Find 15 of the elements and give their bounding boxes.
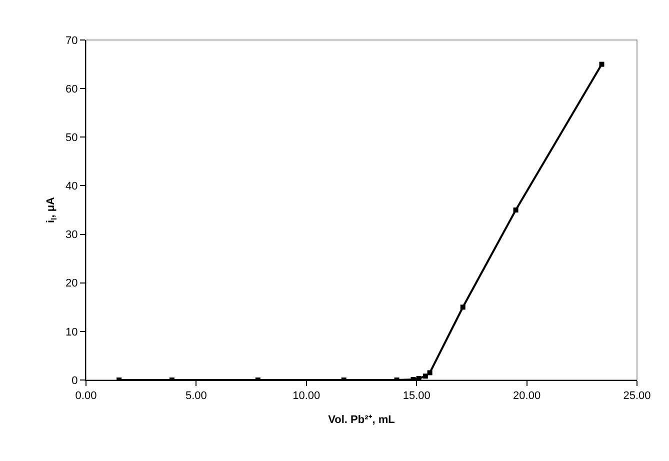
y-tick-label: 10 bbox=[66, 326, 78, 338]
y-tick-label: 50 bbox=[66, 132, 78, 144]
x-tick-label: 15.00 bbox=[402, 390, 430, 402]
y-tick-label: 40 bbox=[66, 180, 78, 193]
x-tick-label: 25.00 bbox=[623, 390, 651, 402]
x-tick-label: 0.00 bbox=[75, 390, 97, 402]
y-tick-label: 20 bbox=[66, 278, 78, 290]
y-tick-label: 0 bbox=[72, 374, 78, 387]
y-tick-label: 30 bbox=[66, 229, 78, 242]
y-tick-label: 70 bbox=[66, 34, 78, 47]
x-tick-label: 5.00 bbox=[185, 390, 207, 402]
x-tick-label: 20.00 bbox=[513, 390, 541, 402]
x-axis-title: Vol. Pb²⁺, mL bbox=[328, 414, 396, 426]
y-tick-label: 60 bbox=[66, 83, 78, 96]
x-tick-label: 10.00 bbox=[292, 390, 320, 402]
